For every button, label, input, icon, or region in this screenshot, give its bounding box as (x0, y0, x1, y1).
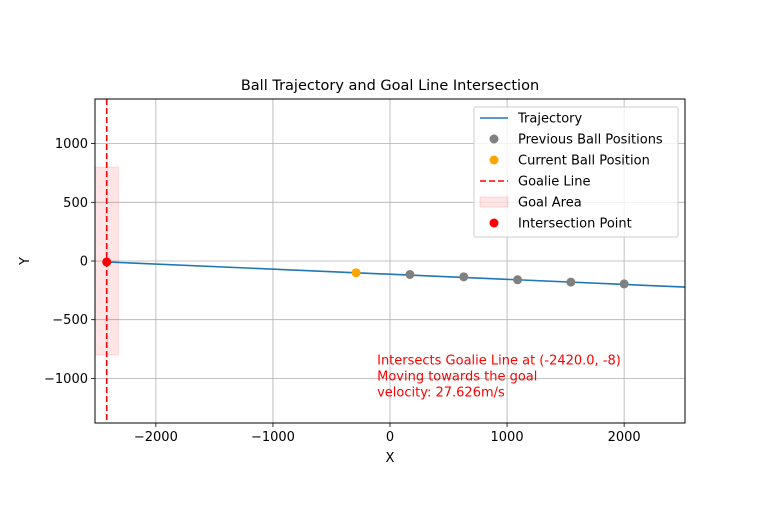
annotation-line: Moving towards the goal (377, 369, 537, 384)
ticks: −2000 −1000 0 1000 2000 −1000 −500 0 500 1000 (44, 137, 641, 445)
legend-swatch-marker (489, 134, 499, 144)
y-tick-label: −1000 (44, 372, 88, 387)
y-tick-label: 0 (80, 255, 88, 270)
legend-label: Intersection Point (518, 217, 632, 232)
x-tick-label: 1000 (491, 430, 524, 445)
trajectory-line (106, 261, 685, 288)
legend: Trajectory Previous Ball Positions Current… (473, 106, 679, 238)
intersection-point (102, 257, 112, 267)
previous-ball-position-point (566, 277, 576, 287)
legend-label: Current Ball Position (518, 154, 650, 169)
legend-label: Trajectory (517, 112, 582, 127)
legend-box (473, 106, 679, 238)
x-tick-label: 0 (386, 430, 394, 445)
current-ball-position-point (351, 268, 361, 278)
x-axis-label: X (386, 451, 395, 466)
annotation-line: Intersects Goalie Line at (-2420.0, -8) (377, 353, 621, 368)
x-tick-label: −1000 (251, 430, 295, 445)
y-axis-label: Y (18, 257, 33, 266)
legend-label: Goal Area (518, 196, 582, 211)
y-tick-label: 1000 (55, 137, 88, 152)
annotation: Intersects Goalie Line at (-2420.0, -8)M… (377, 353, 621, 400)
previous-ball-position-point (459, 272, 469, 282)
legend-swatch-marker (489, 155, 499, 165)
y-tick-label: −500 (52, 313, 88, 328)
previous-ball-position-point (405, 270, 415, 279)
legend-swatch-rect (479, 196, 509, 208)
previous-ball-position-point (619, 279, 629, 289)
x-tick-label: 2000 (608, 430, 641, 445)
plot-area (95, 99, 685, 423)
x-tick-label: −2000 (134, 430, 178, 445)
annotation-line: velocity: 27.626m/s (377, 385, 505, 400)
previous-ball-position-point (513, 275, 523, 285)
legend-label: Previous Ball Positions (518, 133, 663, 148)
legend-label: Goalie Line (518, 175, 590, 190)
y-tick-label: 500 (63, 196, 88, 211)
legend-swatch-marker (489, 218, 499, 228)
chart-title: Ball Trajectory and Goal Line Intersecti… (241, 78, 539, 94)
